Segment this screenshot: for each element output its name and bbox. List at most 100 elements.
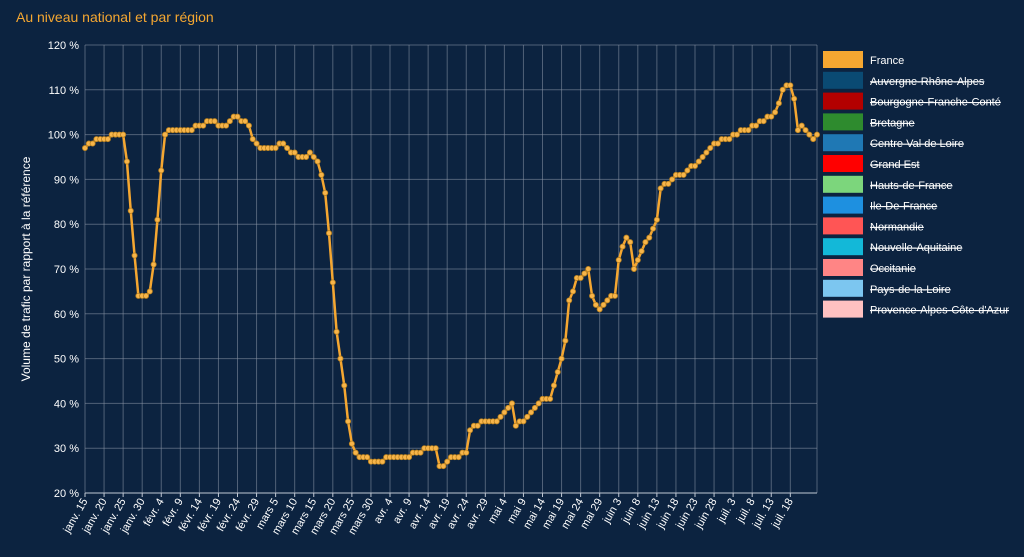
legend-item[interactable]: Bourgogne-Franche-Conté	[823, 92, 1001, 110]
data-point[interactable]	[558, 355, 565, 362]
data-point[interactable]	[505, 404, 512, 411]
data-point[interactable]	[245, 122, 252, 129]
legend-item[interactable]: Grand Est	[823, 155, 920, 172]
data-point[interactable]	[619, 243, 626, 250]
data-point[interactable]	[150, 261, 157, 268]
data-point[interactable]	[794, 127, 801, 134]
data-point[interactable]	[318, 171, 325, 178]
data-point[interactable]	[554, 369, 561, 376]
data-point[interactable]	[249, 136, 256, 143]
data-point[interactable]	[223, 122, 230, 129]
data-point[interactable]	[341, 382, 348, 389]
data-point[interactable]	[337, 355, 344, 362]
data-point[interactable]	[695, 158, 702, 165]
data-point[interactable]	[329, 279, 336, 286]
data-point[interactable]	[226, 118, 233, 125]
data-point[interactable]	[200, 122, 207, 129]
data-point[interactable]	[631, 265, 638, 272]
data-point[interactable]	[528, 409, 535, 416]
data-point[interactable]	[142, 292, 149, 299]
data-point[interactable]	[669, 176, 676, 183]
data-point[interactable]	[798, 122, 805, 129]
data-point[interactable]	[699, 153, 706, 160]
data-point[interactable]	[703, 149, 710, 156]
legend-item[interactable]: France	[823, 51, 904, 68]
data-point[interactable]	[787, 82, 794, 89]
data-point[interactable]	[325, 230, 332, 237]
data-point[interactable]	[123, 158, 130, 165]
data-point[interactable]	[379, 458, 386, 465]
legend-item[interactable]: Ile-De-France	[823, 196, 937, 214]
legend-item[interactable]: Nouvelle-Aquitaine	[823, 238, 962, 256]
legend-item[interactable]: Normandie	[823, 217, 924, 235]
data-point[interactable]	[82, 145, 89, 152]
legend-item[interactable]: Centre Val de Loire	[823, 134, 964, 152]
data-point[interactable]	[306, 149, 313, 156]
data-point[interactable]	[512, 422, 519, 429]
data-point[interactable]	[596, 306, 603, 313]
data-point[interactable]	[775, 100, 782, 107]
data-point[interactable]	[623, 234, 630, 241]
data-point[interactable]	[89, 140, 96, 147]
data-point[interactable]	[611, 292, 618, 299]
data-point[interactable]	[455, 454, 462, 461]
data-point[interactable]	[802, 127, 809, 134]
data-point[interactable]	[592, 301, 599, 308]
legend-item[interactable]: Pays-de-la-Loire	[823, 279, 951, 297]
data-point[interactable]	[589, 292, 596, 299]
data-point[interactable]	[615, 257, 622, 264]
data-point[interactable]	[234, 113, 241, 120]
data-point[interactable]	[280, 140, 287, 147]
data-point[interactable]	[345, 418, 352, 425]
data-point[interactable]	[726, 136, 733, 143]
data-point[interactable]	[581, 270, 588, 277]
data-point[interactable]	[162, 131, 169, 138]
data-point[interactable]	[406, 454, 413, 461]
data-point[interactable]	[684, 167, 691, 174]
data-point[interactable]	[497, 413, 504, 420]
data-point[interactable]	[707, 145, 714, 152]
data-point[interactable]	[600, 301, 607, 308]
data-point[interactable]	[566, 297, 573, 304]
data-point[interactable]	[146, 288, 153, 295]
data-point[interactable]	[333, 328, 340, 335]
legend-item[interactable]: Auvergne-Rhône-Alpes	[823, 71, 985, 89]
data-point[interactable]	[417, 449, 424, 456]
data-point[interactable]	[120, 131, 127, 138]
data-point[interactable]	[348, 440, 355, 447]
data-point[interactable]	[158, 167, 165, 174]
data-point[interactable]	[650, 225, 657, 232]
data-point[interactable]	[284, 145, 291, 152]
data-point[interactable]	[570, 288, 577, 295]
data-point[interactable]	[352, 449, 359, 456]
data-point[interactable]	[814, 131, 821, 138]
data-point[interactable]	[657, 185, 664, 192]
data-point[interactable]	[753, 122, 760, 129]
data-point[interactable]	[745, 127, 752, 134]
data-point[interactable]	[806, 131, 813, 138]
data-point[interactable]	[810, 136, 817, 143]
data-point[interactable]	[188, 127, 195, 134]
data-point[interactable]	[760, 118, 767, 125]
data-point[interactable]	[291, 149, 298, 156]
data-point[interactable]	[604, 297, 611, 304]
data-point[interactable]	[493, 418, 500, 425]
data-point[interactable]	[440, 463, 447, 470]
data-point[interactable]	[562, 337, 569, 344]
data-point[interactable]	[524, 413, 531, 420]
data-point[interactable]	[310, 153, 317, 160]
data-point[interactable]	[627, 239, 634, 246]
data-point[interactable]	[733, 131, 740, 138]
data-point[interactable]	[322, 189, 329, 196]
data-point[interactable]	[634, 257, 641, 264]
data-point[interactable]	[577, 274, 584, 281]
data-point[interactable]	[303, 153, 310, 160]
data-point[interactable]	[314, 158, 321, 165]
data-point[interactable]	[211, 118, 218, 125]
data-point[interactable]	[520, 418, 527, 425]
data-point[interactable]	[501, 409, 508, 416]
data-point[interactable]	[127, 207, 134, 214]
data-point[interactable]	[642, 239, 649, 246]
data-point[interactable]	[692, 162, 699, 169]
data-point[interactable]	[272, 145, 279, 152]
